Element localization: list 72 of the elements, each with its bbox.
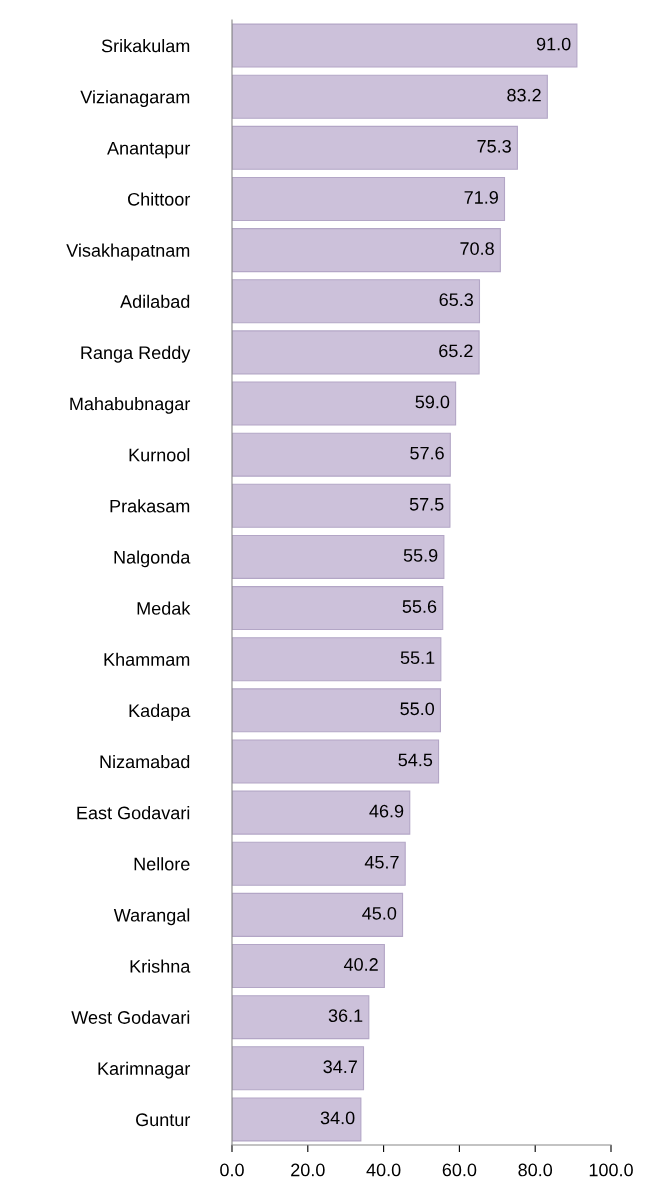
data-label: 70.8 xyxy=(460,242,494,255)
y-tick-label: Guntur xyxy=(136,1113,191,1127)
bar xyxy=(232,637,442,682)
y-tick-label: Warangal xyxy=(113,908,190,926)
y-tick-label: Karimnagar xyxy=(98,1061,191,1079)
x-tick-label: 60.0 xyxy=(442,1163,477,1177)
data-label: 55.1 xyxy=(400,651,435,665)
bar xyxy=(232,841,406,886)
x-tick-label: 100.0 xyxy=(589,1163,633,1177)
y-tick-label: Khammam xyxy=(104,652,190,666)
y-tick-label: Medak xyxy=(137,601,191,615)
data-label: 55.6 xyxy=(402,600,437,613)
bar xyxy=(232,176,506,222)
data-label: 65.3 xyxy=(439,293,474,307)
y-tick-label: Nizamabad xyxy=(100,754,190,769)
data-label: 57.5 xyxy=(409,498,444,511)
y-tick-label: Visakhapatnam xyxy=(66,243,190,261)
y-tick-label: West Godavari xyxy=(71,1010,190,1024)
bar xyxy=(232,381,457,426)
data-label: 65.2 xyxy=(439,344,473,358)
y-tick-label: Chittoor xyxy=(128,192,191,206)
bar xyxy=(232,688,442,733)
data-label: 46.9 xyxy=(369,804,404,818)
y-tick-label: Kadapa xyxy=(129,703,191,721)
bar xyxy=(232,995,370,1040)
data-label: 45.7 xyxy=(364,856,399,869)
y-tick-label: Srikakulam xyxy=(101,39,190,53)
data-label: 59.0 xyxy=(415,395,450,409)
bar xyxy=(232,125,518,170)
bar xyxy=(232,23,578,68)
bar xyxy=(232,432,451,477)
y-tick-label: Prakasam xyxy=(110,499,190,513)
data-label: 34.0 xyxy=(320,1111,355,1125)
y-tick-label: Nalgonda xyxy=(114,550,191,568)
y-tick-label: Nellore xyxy=(134,857,190,871)
bar xyxy=(232,534,445,579)
y-tick-label: East Godavari xyxy=(77,806,190,820)
bar xyxy=(232,892,404,937)
bar xyxy=(232,279,481,324)
data-label: 54.5 xyxy=(398,753,433,767)
bar xyxy=(232,483,451,528)
bar xyxy=(232,739,440,784)
data-label: 91.0 xyxy=(536,37,571,51)
bar xyxy=(232,586,444,631)
data-label: 40.2 xyxy=(343,958,378,971)
data-label: 36.1 xyxy=(328,1009,363,1023)
data-label: 75.3 xyxy=(477,139,511,153)
y-tick-label: Krishna xyxy=(130,959,191,973)
bar xyxy=(232,330,480,375)
bar xyxy=(232,1046,365,1091)
y-tick-label: Vizianagaram xyxy=(80,90,190,107)
y-tick-label: Mahabubnagar xyxy=(70,396,191,414)
y-tick-label: Adilabad xyxy=(120,294,190,308)
data-label: 55.0 xyxy=(400,702,435,716)
y-tick-label: Kurnool xyxy=(129,448,190,462)
bar xyxy=(232,74,548,119)
x-tick-label: 40.0 xyxy=(366,1163,401,1177)
data-label: 45.0 xyxy=(362,906,397,920)
x-tick-label: 20.0 xyxy=(291,1163,325,1177)
x-tick-label: 80.0 xyxy=(518,1163,553,1177)
bar xyxy=(232,228,501,273)
data-label: 57.6 xyxy=(410,446,444,460)
data-label: 55.9 xyxy=(403,548,438,562)
data-label: 71.9 xyxy=(464,191,498,204)
data-label: 83.2 xyxy=(507,88,541,102)
y-tick-label: Ranga Reddy xyxy=(81,345,191,363)
bar xyxy=(232,790,411,835)
x-tick-label: 0.0 xyxy=(220,1163,244,1177)
bar xyxy=(232,1097,362,1142)
y-tick-label: Anantapur xyxy=(107,141,191,159)
data-label: 34.7 xyxy=(323,1060,357,1074)
bar xyxy=(232,943,385,989)
